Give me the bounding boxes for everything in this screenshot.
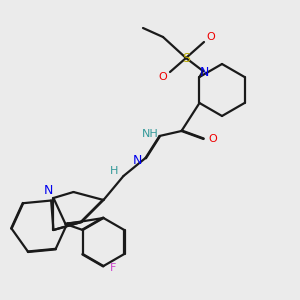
Text: N: N: [44, 184, 53, 196]
Text: F: F: [110, 263, 117, 273]
Text: O: O: [159, 72, 167, 82]
Text: O: O: [208, 134, 217, 144]
Text: NH: NH: [142, 129, 159, 139]
Text: N: N: [199, 65, 209, 79]
Text: O: O: [207, 32, 215, 42]
Text: S: S: [182, 52, 190, 64]
Text: N: N: [133, 154, 142, 166]
Text: H: H: [110, 166, 119, 176]
